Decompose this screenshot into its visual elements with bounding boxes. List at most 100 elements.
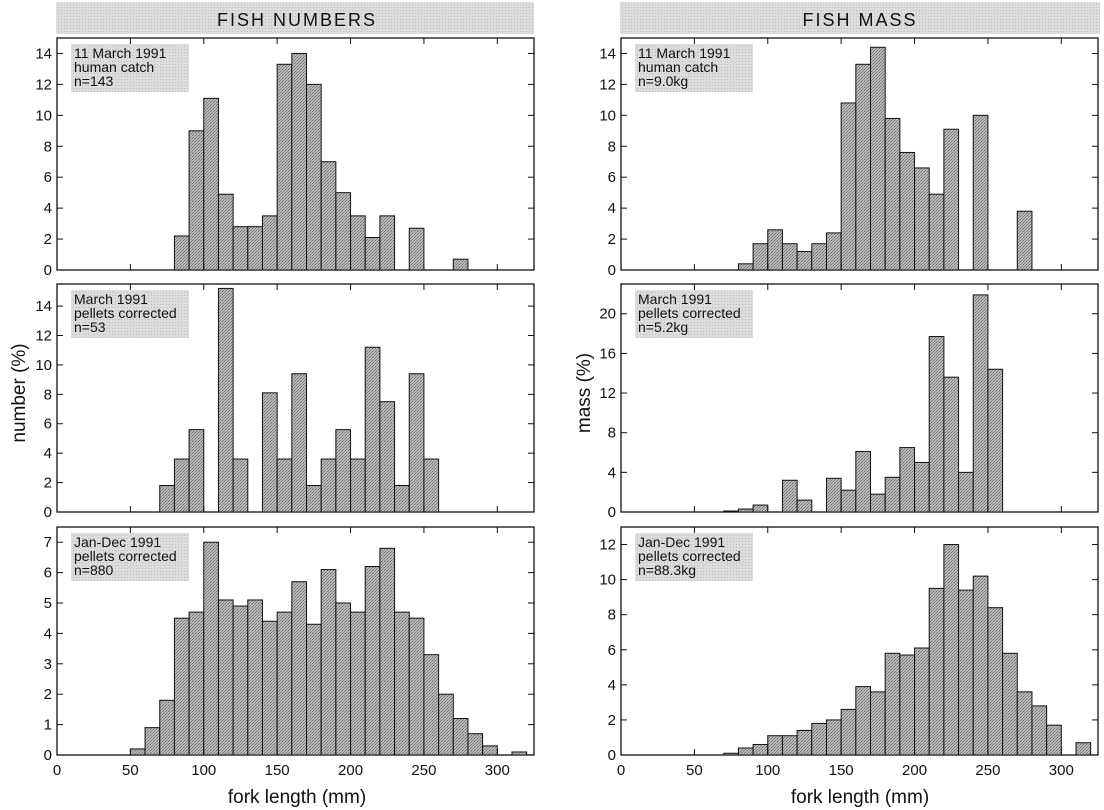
histogram-bar	[467, 733, 484, 756]
histogram-bar	[188, 611, 205, 756]
histogram-bar	[247, 599, 263, 756]
x-tick-label: 150	[265, 762, 290, 779]
x-tick-label: 150	[829, 762, 854, 779]
histogram-bar	[203, 541, 219, 756]
annotation-line: human catch	[638, 59, 718, 75]
histogram-bar	[261, 392, 278, 513]
x-tick-label: 200	[902, 762, 927, 779]
histogram-bar	[723, 510, 739, 513]
histogram-bar	[261, 215, 278, 271]
y-tick-label: 5	[44, 595, 52, 612]
histogram-bar	[129, 748, 146, 756]
histogram-bar	[379, 547, 396, 756]
y-tick-label: 6	[44, 565, 52, 582]
histogram-bar	[737, 508, 754, 513]
y-tick-label: 12	[599, 385, 616, 402]
y-tick-label: 14	[35, 298, 52, 315]
histogram-bar	[306, 83, 322, 271]
histogram-bar	[840, 708, 857, 756]
histogram-bar	[217, 287, 234, 513]
histogram-bar	[1016, 210, 1033, 271]
y-tick-label: 0	[608, 504, 616, 521]
y-tick-label: 12	[35, 327, 52, 344]
y-tick-label: 14	[35, 45, 52, 62]
y-tick-label: 12	[35, 76, 52, 93]
y-tick-label: 6	[608, 642, 616, 659]
histogram-bar	[144, 727, 161, 756]
histogram-bar	[928, 336, 945, 513]
histogram-bar	[188, 429, 205, 513]
histogram-bar	[781, 735, 798, 756]
histogram-bar	[767, 229, 783, 271]
histogram-bar	[811, 722, 827, 756]
histogram-bar	[423, 458, 440, 513]
right-column-title: FISH MASS	[802, 10, 917, 30]
histogram-bar	[752, 743, 769, 756]
histogram-bar	[972, 114, 989, 271]
histogram-bar	[1016, 691, 1033, 756]
histogram-bar	[276, 611, 293, 756]
y-tick-label: 0	[608, 262, 616, 279]
histogram-bar	[438, 693, 454, 756]
y-tick-label: 8	[608, 138, 616, 155]
y-tick-label: 8	[608, 607, 616, 624]
histogram-bar	[737, 747, 754, 756]
y-tick-label: 14	[599, 45, 616, 62]
histogram-bar	[840, 489, 857, 513]
histogram-bar	[452, 258, 469, 271]
histogram-bar	[291, 373, 308, 513]
annotation-line: Jan-Dec 1991	[638, 534, 725, 550]
histogram-bar	[737, 263, 754, 271]
y-tick-label: 7	[44, 534, 52, 551]
histogram-bar	[276, 458, 293, 513]
annotation-line: 11 March 1991	[74, 45, 167, 61]
x-tick-label: 0	[53, 762, 61, 779]
y-tick-label: 16	[599, 345, 616, 362]
histogram-bar	[781, 479, 798, 513]
histogram-bar	[364, 566, 381, 756]
histogram-bar	[987, 368, 1004, 513]
histogram-bar	[261, 620, 278, 756]
histogram-bar	[752, 243, 769, 271]
annotation-line: n=880	[74, 562, 114, 578]
x-tick-label: 50	[686, 762, 703, 779]
y-tick-label: 10	[599, 572, 616, 589]
histogram-bar	[752, 504, 769, 513]
histogram-bar	[306, 623, 322, 756]
histogram-bar	[232, 605, 249, 756]
histogram-bar	[972, 294, 989, 513]
histogram-bar	[884, 117, 901, 271]
histogram-bar	[320, 569, 337, 756]
right-x-axis-title: fork length (mm)	[791, 787, 929, 808]
right-title-band	[620, 2, 1100, 34]
histogram-bar	[306, 485, 322, 513]
annotation-box	[635, 533, 753, 581]
histogram-bar	[899, 654, 916, 756]
histogram-bar	[914, 647, 930, 756]
annotation-box	[71, 290, 189, 338]
histogram-bar	[1002, 652, 1018, 756]
histogram-bar	[232, 458, 249, 513]
histogram-bar	[914, 167, 930, 271]
histogram-bar	[379, 215, 396, 271]
histogram-bar	[159, 485, 175, 513]
y-tick-label: 2	[44, 231, 52, 248]
histogram-bar	[452, 718, 469, 756]
y-tick-label: 20	[599, 306, 616, 323]
histogram-bar	[928, 587, 945, 756]
histogram-bar	[884, 476, 901, 513]
y-tick-label: 4	[44, 445, 52, 462]
y-tick-label: 4	[608, 464, 616, 481]
histogram-bar	[394, 611, 410, 756]
histogram-bar	[870, 493, 886, 513]
histogram-bar	[796, 499, 813, 513]
histogram-bar	[899, 447, 916, 513]
histogram-bar	[825, 719, 842, 756]
annotation-line: n=5.2kg	[638, 319, 688, 335]
histogram-bar	[1046, 724, 1062, 756]
histogram-bar	[364, 237, 381, 271]
histogram-bar	[350, 215, 366, 271]
y-tick-label: 12	[599, 537, 616, 554]
